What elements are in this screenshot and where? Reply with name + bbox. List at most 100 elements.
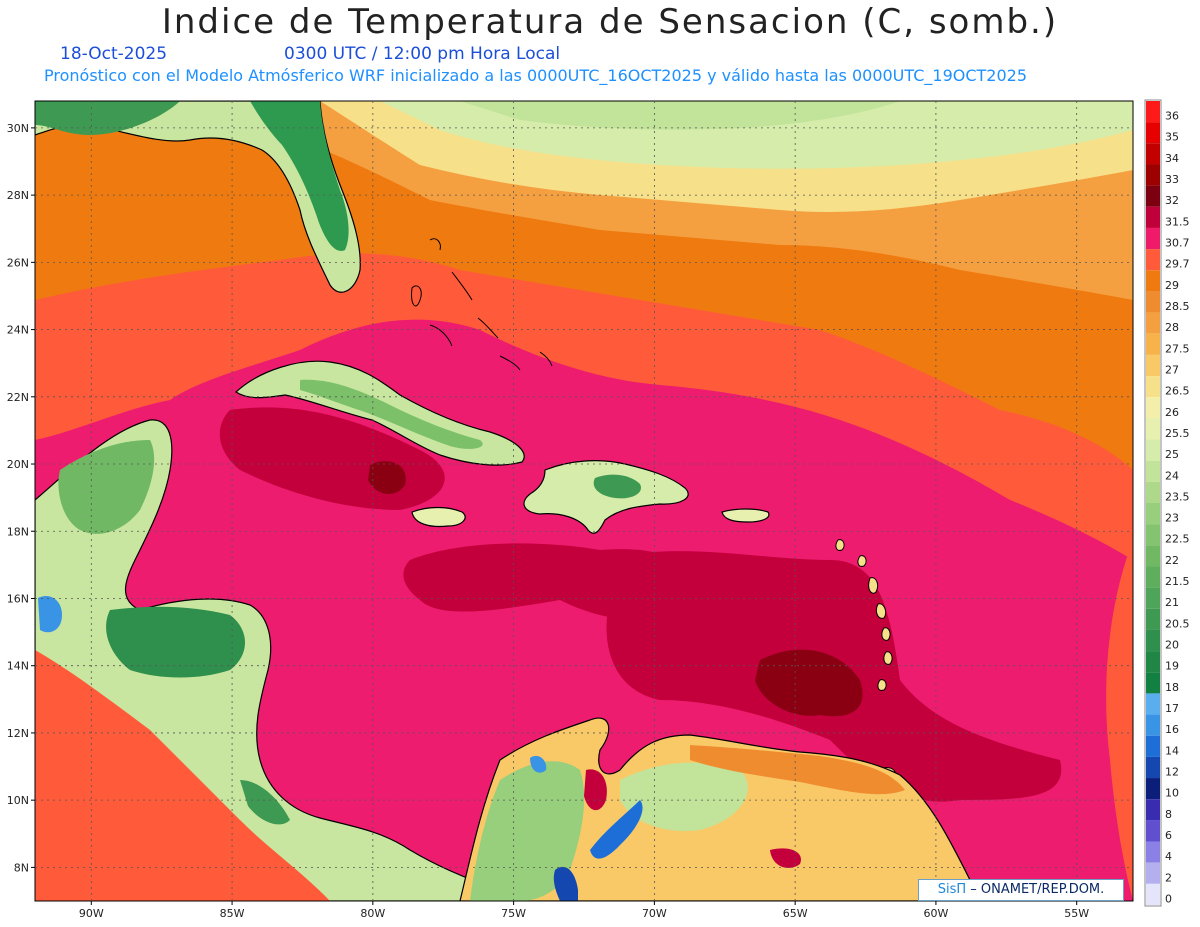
- legend-swatch: [1146, 206, 1160, 228]
- legend-swatch: [1146, 672, 1160, 694]
- puerto-rico-land: [721, 508, 770, 523]
- north-coast-warm: [690, 745, 905, 795]
- lat-tick-label: 30N: [7, 122, 29, 135]
- lat-tick-label: 18N: [7, 525, 29, 538]
- lon-tick-label: 85W: [220, 907, 245, 920]
- legend-swatch: [1146, 883, 1160, 905]
- legend-swatch: [1146, 270, 1160, 292]
- legend-swatch: [1146, 503, 1160, 525]
- forecast-time: 0300 UTC / 12:00 pm Hora Local: [284, 44, 561, 64]
- legend-label: 19: [1165, 660, 1179, 673]
- hotspot-core-east: [755, 649, 863, 717]
- legend-swatch: [1146, 629, 1160, 652]
- legend-swatch: [1146, 460, 1160, 482]
- legend-swatch: [1146, 735, 1160, 757]
- legend-label: 30.7: [1165, 237, 1190, 250]
- jamaica-land: [411, 506, 466, 528]
- honduras-green: [106, 606, 245, 678]
- atlantic-warm-east: [1106, 540, 1133, 901]
- lon-tick-label: 70W: [642, 907, 667, 920]
- legend-label: 0: [1165, 892, 1172, 905]
- legend-label: 28: [1165, 321, 1179, 334]
- axis-ticks: 30N 28N 26N 24N 22N 20N 18N 16N 14N 12N 10N 8N 90W 85…: [7, 122, 1089, 920]
- bahamas-islands: [411, 238, 553, 371]
- graticule: [35, 101, 1133, 901]
- legend-label: 23: [1165, 512, 1179, 525]
- legend-label: 14: [1165, 744, 1179, 757]
- forecast-date: 18-Oct-2025: [60, 44, 168, 64]
- andes-cool-blue-south: [553, 866, 578, 901]
- legend-swatch: [1146, 566, 1160, 588]
- legend-frame: [1144, 99, 1162, 907]
- yucatan-green: [58, 440, 155, 534]
- costa-rica-green: [240, 780, 290, 825]
- guatemala-cool-blue: [38, 595, 62, 633]
- legend-label: 23.5: [1165, 490, 1190, 503]
- hispaniola-green-core: [593, 474, 641, 499]
- lon-tick-label: 75W: [501, 907, 526, 920]
- legend-swatch: [1146, 608, 1160, 630]
- lon-tick-label: 60W: [923, 907, 948, 920]
- lake-maracaibo-hot: [584, 769, 607, 811]
- legend-label: 12: [1165, 765, 1179, 778]
- lat-tick-label: 14N: [7, 660, 29, 673]
- legend-swatch: [1146, 397, 1160, 419]
- legend-swatch: [1146, 820, 1160, 842]
- legend-label: 33: [1165, 173, 1179, 186]
- legend-label: 24: [1165, 469, 1179, 482]
- florida-land: [35, 101, 361, 293]
- lat-tick-label: 28N: [7, 189, 29, 202]
- legend-label: 20.5: [1165, 617, 1190, 630]
- lat-tick-label: 10N: [7, 794, 29, 807]
- colombia-green: [470, 761, 585, 901]
- lat-tick-label: 22N: [7, 391, 29, 404]
- orinoco-hot: [770, 848, 801, 868]
- legend-label: 29.7: [1165, 258, 1190, 271]
- legend-swatch: [1146, 185, 1160, 207]
- central-america-pacific-coast-warm: [35, 650, 330, 901]
- legend-label: 26.5: [1165, 385, 1190, 398]
- legend-label: 36: [1165, 110, 1179, 123]
- venezuela-green: [620, 762, 748, 831]
- legend-label: 22: [1165, 554, 1179, 567]
- lon-tick-label: 55W: [1064, 907, 1089, 920]
- legend-label: 21: [1165, 596, 1179, 609]
- legend-swatch: [1146, 312, 1160, 334]
- legend-label: 16: [1165, 723, 1179, 736]
- legend-swatch: [1146, 587, 1160, 609]
- model-info: Pronóstico con el Modelo Atmósferico WRF…: [44, 66, 1028, 85]
- legend-label: 22.5: [1165, 533, 1190, 546]
- legend-swatch: [1146, 862, 1160, 884]
- lat-tick-label: 20N: [7, 458, 29, 471]
- legend-label: 29: [1165, 279, 1179, 292]
- legend-label: 27: [1165, 363, 1179, 376]
- florida-green-core: [250, 101, 349, 251]
- legend-swatch: [1146, 778, 1160, 800]
- lat-tick-label: 12N: [7, 727, 29, 740]
- legend-label: 17: [1165, 702, 1179, 715]
- legend-label: 34: [1165, 152, 1179, 165]
- lon-tick-label: 80W: [360, 907, 385, 920]
- legend-swatch: [1146, 291, 1160, 313]
- sispi-logo: SisΠ: [937, 882, 967, 897]
- legend-swatch: [1146, 249, 1160, 271]
- legend-swatch: [1146, 164, 1160, 186]
- legend-swatch: [1146, 693, 1160, 715]
- legend-swatch: [1146, 418, 1160, 440]
- legend-label: 18: [1165, 681, 1179, 694]
- legend-swatch: [1146, 481, 1160, 503]
- legend-swatch: [1146, 227, 1160, 250]
- legend-label: 20: [1165, 639, 1179, 652]
- legend-label: 8: [1165, 808, 1172, 821]
- legend-label: 28.5: [1165, 300, 1190, 313]
- legend-swatch: [1146, 545, 1160, 567]
- legend-swatch: [1146, 524, 1160, 546]
- lon-tick-label: 90W: [79, 907, 104, 920]
- legend-label: 35: [1165, 131, 1179, 144]
- hotspot-core-west: [368, 461, 406, 495]
- hispaniola-land: [523, 460, 689, 534]
- cuba-green: [300, 379, 483, 449]
- legend-label: 25.5: [1165, 427, 1190, 440]
- legend-label: 2: [1165, 871, 1172, 884]
